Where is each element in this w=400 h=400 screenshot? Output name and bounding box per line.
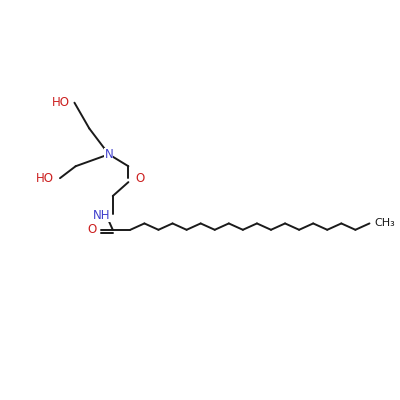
Text: CH₃: CH₃ — [374, 218, 395, 228]
Text: HO: HO — [52, 96, 70, 109]
Text: O: O — [88, 223, 97, 236]
Text: O: O — [136, 172, 145, 185]
Text: NH: NH — [93, 209, 111, 222]
Text: HO: HO — [36, 172, 54, 185]
Text: N: N — [104, 148, 113, 161]
